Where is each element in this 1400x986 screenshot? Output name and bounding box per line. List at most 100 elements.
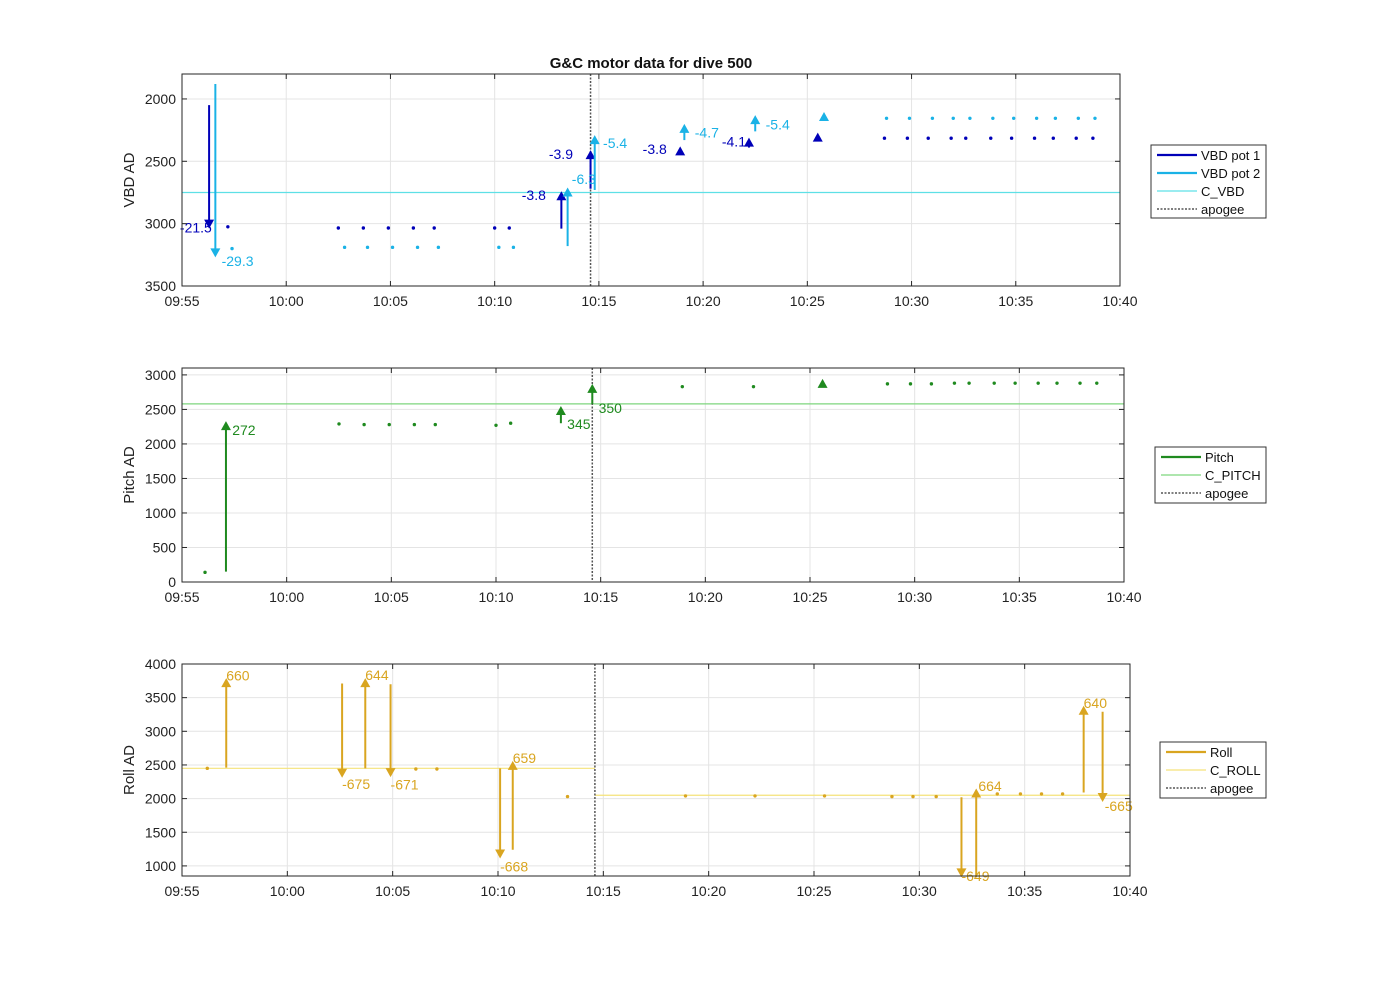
y-tick-label: 3000 xyxy=(145,723,176,739)
arrow-label: 640 xyxy=(1084,695,1108,711)
data-point xyxy=(683,794,688,798)
data-point xyxy=(497,245,501,250)
y-tick-label: 1000 xyxy=(145,505,176,521)
motor-arrow-head xyxy=(385,768,396,778)
triangle-marker xyxy=(817,378,828,388)
data-point xyxy=(342,245,347,250)
motor-arrow-head xyxy=(589,135,600,145)
x-tick-label: 10:10 xyxy=(480,883,515,899)
data-point xyxy=(205,766,209,771)
data-point xyxy=(884,116,889,120)
triangle-marker xyxy=(812,132,823,142)
data-point xyxy=(492,226,497,230)
x-tick-label: 10:00 xyxy=(269,293,304,309)
y-tick-label: 2000 xyxy=(145,791,176,807)
y-tick-label: 2500 xyxy=(145,401,176,417)
y-axis-label: Roll AD xyxy=(121,745,138,795)
arrow-label: -5.4 xyxy=(766,117,790,133)
motor-arrow-head xyxy=(337,768,348,778)
data-point xyxy=(1091,136,1095,140)
x-tick-label: 10:00 xyxy=(270,883,305,899)
y-tick-label: 2500 xyxy=(145,757,176,773)
data-point xyxy=(967,381,971,385)
x-tick-label: 10:40 xyxy=(1112,883,1147,899)
data-point xyxy=(361,226,366,230)
legend-box xyxy=(1150,144,1267,219)
arrow-label: -29.3 xyxy=(222,253,254,269)
data-point xyxy=(911,794,915,799)
legend-entry: apogee xyxy=(1205,486,1248,501)
data-point xyxy=(1095,381,1099,385)
legend-entry: C_VBD xyxy=(1201,184,1244,199)
data-point xyxy=(230,246,234,251)
series-pitch: 272 345 350 xyxy=(203,378,1099,575)
arrow-label: 272 xyxy=(232,422,256,438)
x-tick-label: 10:00 xyxy=(269,589,304,605)
x-tick-label: 10:35 xyxy=(1007,883,1042,899)
x-tick-label: 09:55 xyxy=(164,589,199,605)
motor-arrow-head xyxy=(210,248,221,258)
data-point xyxy=(386,226,391,230)
data-point xyxy=(507,226,511,230)
data-point xyxy=(905,136,910,140)
data-point xyxy=(436,245,441,250)
motor-arrow-head xyxy=(587,383,598,393)
data-point xyxy=(1011,116,1016,120)
arrow-label: -3.8 xyxy=(522,187,546,203)
x-tick-label: 10:20 xyxy=(691,883,726,899)
x-tick-label: 10:25 xyxy=(792,589,827,605)
data-point xyxy=(390,245,395,250)
motor-arrow-head xyxy=(507,760,518,770)
y-axis-label: VBD AD xyxy=(121,152,138,207)
motor-arrow-head xyxy=(1078,705,1089,715)
data-point xyxy=(989,136,993,140)
y-tick-label: 2000 xyxy=(145,436,176,452)
arrow-label: -4.7 xyxy=(695,125,719,141)
data-point xyxy=(926,136,930,140)
arrow-label: 644 xyxy=(365,667,389,683)
x-tick-label: 10:35 xyxy=(1002,589,1037,605)
data-point xyxy=(1039,792,1044,796)
x-tick-label: 10:05 xyxy=(375,883,410,899)
legend-entry: Roll xyxy=(1210,745,1233,760)
panel-3: 660-675644-671-668659-649664640-66509:55… xyxy=(121,656,1267,899)
plot-background xyxy=(182,74,1120,286)
arrow-label: 350 xyxy=(599,400,623,416)
motor-arrow-head xyxy=(585,150,596,160)
x-tick-label: 10:40 xyxy=(1106,589,1141,605)
arrow-label: -4.1 xyxy=(722,133,746,149)
legend-entry: Pitch xyxy=(1205,450,1234,465)
data-point xyxy=(991,116,995,120)
data-point xyxy=(822,794,827,798)
x-tick-label: 10:10 xyxy=(478,589,513,605)
triangle-marker xyxy=(819,112,830,122)
axes-box xyxy=(181,367,1125,583)
y-tick-label: 3500 xyxy=(145,278,176,294)
y-tick-label: 3500 xyxy=(145,690,176,706)
data-point xyxy=(680,384,685,389)
data-point xyxy=(885,382,890,386)
legend-entry: apogee xyxy=(1210,781,1253,796)
y-tick-label: 1500 xyxy=(145,824,176,840)
data-point xyxy=(365,245,370,250)
plot-background xyxy=(182,664,1130,876)
data-point xyxy=(951,116,955,120)
data-point xyxy=(226,225,230,229)
figure-title: G&C motor data for dive 500 xyxy=(550,55,753,72)
data-point xyxy=(968,116,972,120)
x-tick-label: 10:40 xyxy=(1102,293,1137,309)
data-point xyxy=(882,136,887,140)
panel-2: 272 345 350 09:55 10:00 10:05 10:10 10:15 10:20 1… xyxy=(121,367,1267,605)
data-point xyxy=(995,792,999,796)
x-tick-label: 10:25 xyxy=(796,883,831,899)
plot-background xyxy=(182,368,1124,582)
x-tick-label: 10:05 xyxy=(374,589,409,605)
panel-1: -21.5 -3.8 -3.9 -3.8 -4.1 -29.3 -6.3 -5.4 -4.7 -5… xyxy=(121,73,1267,309)
x-tick-label: 09:55 xyxy=(164,293,199,309)
arrow-label: 659 xyxy=(513,750,537,766)
data-point xyxy=(203,570,207,575)
data-point xyxy=(565,794,570,799)
data-point xyxy=(753,794,757,798)
motor-arrow-head xyxy=(221,678,232,688)
